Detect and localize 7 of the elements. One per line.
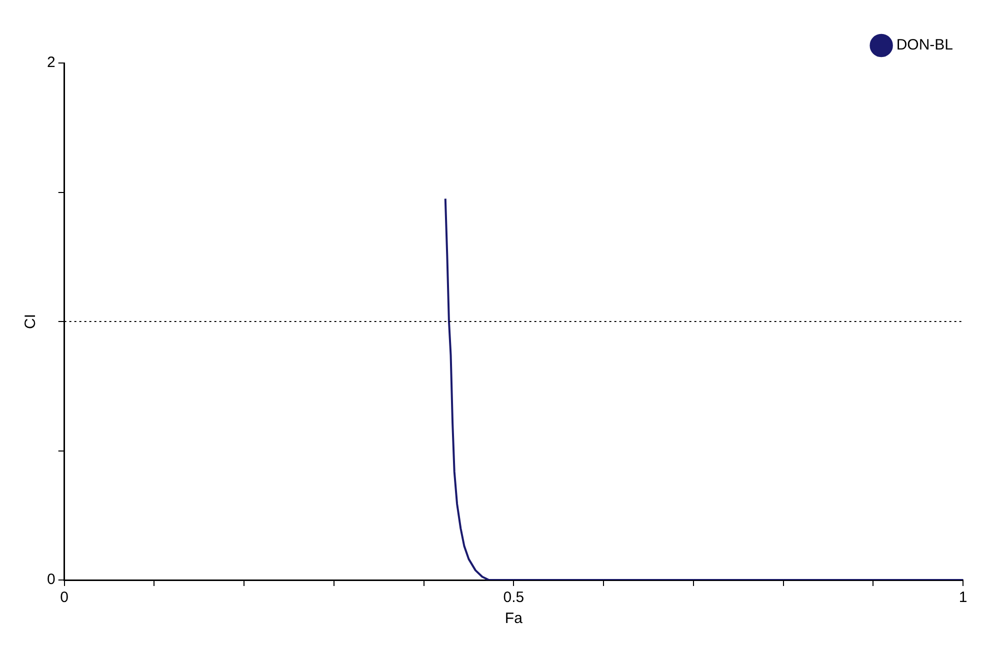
x-tick-label: 0 — [60, 589, 69, 606]
legend-label: DON-BL — [896, 36, 954, 54]
x-tick-label: 0.5 — [503, 589, 524, 606]
y-axis-title: CI — [22, 314, 40, 329]
y-tick-label: 2 — [47, 54, 56, 72]
x-axis-title: Fa — [504, 610, 524, 628]
x-tick-label: 1 — [958, 589, 968, 606]
